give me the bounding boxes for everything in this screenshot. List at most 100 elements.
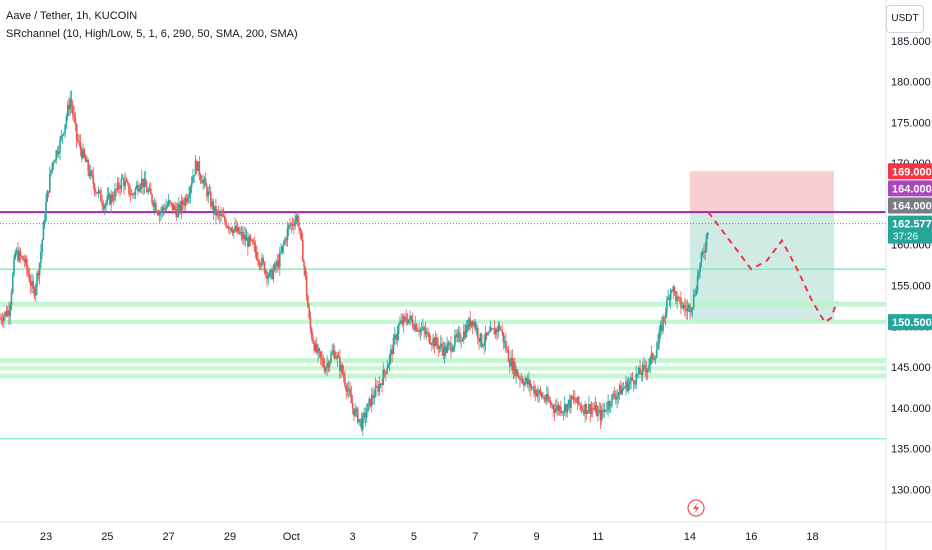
candle-body xyxy=(63,132,65,135)
candle xyxy=(8,302,10,325)
candle-body xyxy=(478,338,480,342)
candle-body xyxy=(87,159,89,171)
candle xyxy=(65,113,68,130)
candle-body xyxy=(346,389,349,392)
candle xyxy=(93,182,96,196)
candle xyxy=(595,401,598,417)
candle-body xyxy=(195,161,198,171)
currency-button[interactable]: USDT xyxy=(886,5,924,33)
candle-body xyxy=(64,124,66,133)
candle-body xyxy=(643,364,645,366)
candle xyxy=(37,269,40,281)
candle xyxy=(549,396,552,409)
candle xyxy=(566,403,569,418)
candle-body xyxy=(372,394,374,398)
candle-body xyxy=(464,331,466,338)
candle xyxy=(630,372,632,389)
candle-body xyxy=(40,252,42,264)
candle-body xyxy=(425,332,428,335)
candle xyxy=(211,198,213,210)
candle-body xyxy=(498,324,501,329)
candle xyxy=(500,326,502,331)
candle xyxy=(97,186,100,199)
candle-body xyxy=(438,346,441,350)
candle xyxy=(567,399,570,411)
candle xyxy=(358,418,360,426)
price-badge: 164.000 xyxy=(888,197,932,214)
candle xyxy=(454,329,456,352)
candle xyxy=(275,259,277,274)
candle xyxy=(593,401,595,412)
candle-body xyxy=(271,269,273,279)
price-badge: 164.000 xyxy=(888,180,932,197)
candle-body xyxy=(300,231,303,240)
candle xyxy=(4,310,6,321)
candle-body xyxy=(662,316,664,331)
candle xyxy=(365,403,368,424)
candle xyxy=(106,187,109,206)
candle-body xyxy=(174,205,176,210)
candle xyxy=(72,100,74,121)
candle xyxy=(360,412,363,432)
candle-body xyxy=(166,205,169,207)
candle xyxy=(698,269,700,280)
candle-body xyxy=(29,281,32,286)
candle-body xyxy=(442,348,445,356)
candle-body xyxy=(26,258,28,270)
candle xyxy=(23,254,26,268)
candle-body xyxy=(428,332,431,343)
candle xyxy=(121,174,124,180)
candle xyxy=(678,296,681,304)
candle-body xyxy=(511,357,514,372)
candle-body xyxy=(110,194,112,205)
candle-body xyxy=(181,200,184,205)
candle-body xyxy=(376,386,378,387)
candle-body xyxy=(248,236,250,247)
candle-body xyxy=(42,222,45,240)
candle-body xyxy=(116,182,119,190)
candle-body xyxy=(316,343,318,353)
indicator-legend[interactable]: SRchannel (10, High/Low, 5, 1, 6, 290, 5… xyxy=(6,28,298,40)
candle-body xyxy=(244,234,247,241)
candle-body xyxy=(607,401,609,410)
candle xyxy=(677,295,680,302)
candle-body xyxy=(383,369,386,373)
candle-body xyxy=(433,338,436,347)
candle-body xyxy=(193,175,195,177)
candle xyxy=(474,318,477,333)
candle xyxy=(142,178,144,195)
candle-body xyxy=(572,397,575,399)
candle-body xyxy=(618,385,621,393)
candle xyxy=(101,195,104,213)
lightning-bolt xyxy=(693,503,700,513)
candle xyxy=(69,90,72,116)
candle-body xyxy=(180,200,183,212)
candle xyxy=(303,259,305,276)
candle-body xyxy=(14,252,17,259)
candle xyxy=(318,347,321,359)
candle xyxy=(616,388,618,409)
candle xyxy=(528,371,530,392)
candle-body xyxy=(580,405,583,410)
candle-body xyxy=(597,410,599,417)
candle xyxy=(350,385,353,404)
candle-body xyxy=(645,369,648,373)
candle xyxy=(539,385,542,397)
candle xyxy=(149,182,152,195)
candle-body xyxy=(267,276,270,279)
candle-body xyxy=(123,177,125,187)
candle xyxy=(55,149,58,165)
candle xyxy=(446,336,448,354)
candle-body xyxy=(171,202,174,211)
candle-body xyxy=(514,361,516,376)
candle xyxy=(0,313,1,320)
candle xyxy=(515,364,517,384)
candle xyxy=(195,159,198,174)
candle xyxy=(685,299,687,320)
candle-body xyxy=(344,377,346,386)
candle-body xyxy=(471,320,474,326)
candle-body xyxy=(96,192,98,194)
candle xyxy=(235,220,238,233)
candle xyxy=(602,402,604,418)
